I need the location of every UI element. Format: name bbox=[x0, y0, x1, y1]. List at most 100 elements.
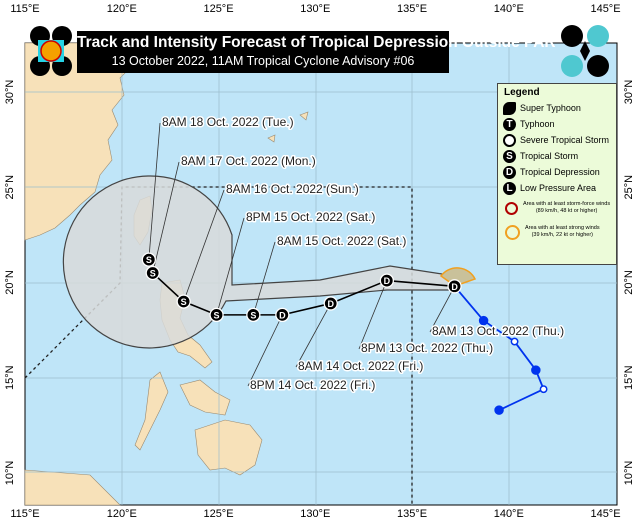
forecast-point-symbol: D bbox=[384, 276, 391, 286]
low-pressure-area-icon: L bbox=[503, 181, 516, 195]
forecast-point: S bbox=[141, 252, 156, 267]
label-leader-line bbox=[152, 161, 180, 274]
lon-tick-label-top: 115°E bbox=[10, 3, 39, 15]
legend-item-storm-force: Area with at least storm-force winds (89 … bbox=[502, 196, 616, 220]
legend-label: Tropical Depression bbox=[520, 167, 600, 177]
lon-tick-label-bottom: 135°E bbox=[397, 508, 427, 520]
legend-title: Legend bbox=[504, 87, 540, 98]
lon-tick-label-top: 135°E bbox=[397, 3, 427, 15]
forecast-time-label: 8AM 13 Oct. 2022 (Thu.) bbox=[432, 324, 564, 338]
lon-tick-label-top: 140°E bbox=[494, 3, 524, 15]
legend-label: Super Typhoon bbox=[520, 103, 581, 113]
tropical-depression-icon bbox=[379, 273, 394, 288]
lat-tick-label-left: 25°N bbox=[4, 175, 16, 200]
tropical-depression-icon bbox=[447, 279, 462, 294]
forecast-point: D bbox=[275, 307, 290, 323]
tropical-depression-icon bbox=[275, 307, 290, 323]
forecast-time-label: 8AM 16 Oct. 2022 (Sun.) bbox=[226, 182, 359, 196]
lon-tick-label-bottom: 145°E bbox=[590, 508, 620, 520]
tropical-storm-icon bbox=[209, 307, 224, 323]
legend-label: Tropical Storm bbox=[520, 151, 579, 161]
legend-item-strong-winds: Area with at least strong winds (39 km/h,… bbox=[502, 220, 616, 244]
lon-tick-label-bottom: 115°E bbox=[10, 508, 39, 520]
storm-force-ring-icon bbox=[505, 201, 518, 215]
lon-tick-label-bottom: 130°E bbox=[300, 508, 330, 520]
map-subtitle: 13 October 2022, 11AM Tropical Cyclone A… bbox=[111, 54, 415, 68]
label-leader-line bbox=[295, 303, 332, 368]
pagasa-logo bbox=[30, 26, 72, 76]
forecast-point: S bbox=[209, 307, 224, 323]
tropical-storm-icon bbox=[176, 294, 191, 309]
forecast-cone bbox=[62, 175, 456, 349]
past-track-point bbox=[494, 405, 504, 415]
ryukyu bbox=[239, 111, 309, 165]
tropical-storm-icon: S bbox=[503, 149, 516, 163]
lon-tick-label-top: 120°E bbox=[107, 3, 137, 15]
strong-winds-ring-icon bbox=[505, 224, 520, 240]
label-leader-line bbox=[429, 286, 455, 333]
past-track-point bbox=[510, 337, 519, 346]
severe-tropical-storm-icon bbox=[503, 133, 516, 147]
legend-item-low-pressure-area: L Low Pressure Area bbox=[503, 180, 616, 196]
lat-tick-label-right: 25°N bbox=[623, 175, 635, 200]
lat-tick-label-left: 15°N bbox=[4, 365, 16, 390]
super-typhoon-icon bbox=[503, 101, 516, 115]
lon-tick-label-bottom: 120°E bbox=[107, 508, 137, 520]
forecast-point: S bbox=[246, 307, 261, 323]
label-leader-line bbox=[216, 217, 245, 315]
label-leader-line bbox=[148, 122, 161, 260]
legend-label: (39 km/h, 22 kt or higher) bbox=[531, 232, 594, 238]
forecast-point-symbol: S bbox=[146, 255, 152, 265]
palawan bbox=[134, 371, 169, 451]
tropical-depression-icon: D bbox=[503, 165, 516, 179]
past-track-line bbox=[453, 285, 545, 411]
legend-item-super-typhoon: Super Typhoon bbox=[503, 100, 616, 116]
forecast-time-label: 8PM 15 Oct. 2022 (Sat.) bbox=[246, 210, 375, 224]
lon-tick-label-top: 145°E bbox=[590, 3, 620, 15]
tropical-storm-icon bbox=[141, 252, 156, 267]
forecast-time-label: 8PM 13 Oct. 2022 (Thu.) bbox=[361, 341, 493, 355]
legend-label: Typhoon bbox=[520, 119, 555, 129]
lat-tick-label-right: 10°N bbox=[623, 461, 635, 486]
forecast-point-symbol: D bbox=[451, 282, 458, 292]
borneo bbox=[24, 469, 121, 506]
legend-item-tropical-depression: D Tropical Depression bbox=[503, 164, 616, 180]
past-track-point bbox=[531, 365, 541, 375]
legend-label: (89 km/h, 48 kt or higher) bbox=[535, 208, 598, 214]
label-leader-line bbox=[247, 314, 283, 387]
lat-tick-label-right: 30°N bbox=[623, 80, 635, 105]
forecast-point-symbol: D bbox=[327, 299, 334, 309]
forecast-point-symbol: S bbox=[250, 310, 256, 320]
past-track-point bbox=[539, 385, 548, 394]
lon-tick-label-top: 125°E bbox=[203, 3, 233, 15]
forecast-point-symbol: S bbox=[181, 297, 187, 307]
mindanao bbox=[194, 419, 263, 476]
forecast-point: D bbox=[323, 296, 338, 311]
dost-logo bbox=[561, 25, 609, 77]
forecast-point: S bbox=[176, 294, 191, 309]
typhoon-icon: T bbox=[503, 117, 516, 131]
label-leader-line bbox=[252, 241, 276, 315]
lon-tick-label-top: 130°E bbox=[300, 3, 330, 15]
forecast-point-symbol: D bbox=[279, 310, 286, 320]
legend-label: Area with at least storm-force winds bbox=[523, 201, 611, 207]
forecast-time-label: 8AM 17 Oct. 2022 (Mon.) bbox=[181, 154, 316, 168]
map-title: Track and Intensity Forecast of Tropical… bbox=[77, 34, 556, 51]
legend-item-typhoon: T Typhoon bbox=[503, 116, 616, 132]
tropical-storm-icon bbox=[145, 265, 160, 281]
lat-tick-label-right: 20°N bbox=[623, 270, 635, 295]
forecast-point-symbol: S bbox=[150, 268, 156, 278]
legend-item-severe-tropical-storm: Severe Tropical Storm bbox=[503, 132, 616, 148]
past-track-point bbox=[478, 315, 489, 326]
legend-label: Low Pressure Area bbox=[520, 183, 597, 193]
legend-item-tropical-storm: S Tropical Storm bbox=[503, 148, 616, 164]
forecast-time-label: 8AM 18 Oct. 2022 (Tue.) bbox=[162, 115, 294, 129]
lat-tick-label-left: 20°N bbox=[4, 270, 16, 295]
title-banner: Track and Intensity Forecast of Tropical… bbox=[77, 31, 556, 73]
legend-label: Severe Tropical Storm bbox=[520, 135, 610, 145]
forecast-point: S bbox=[145, 265, 160, 281]
lat-tick-label-right: 15°N bbox=[623, 365, 635, 390]
visayas bbox=[179, 379, 231, 416]
lon-tick-label-bottom: 125°E bbox=[203, 508, 233, 520]
forecast-point-symbol: S bbox=[214, 310, 220, 320]
